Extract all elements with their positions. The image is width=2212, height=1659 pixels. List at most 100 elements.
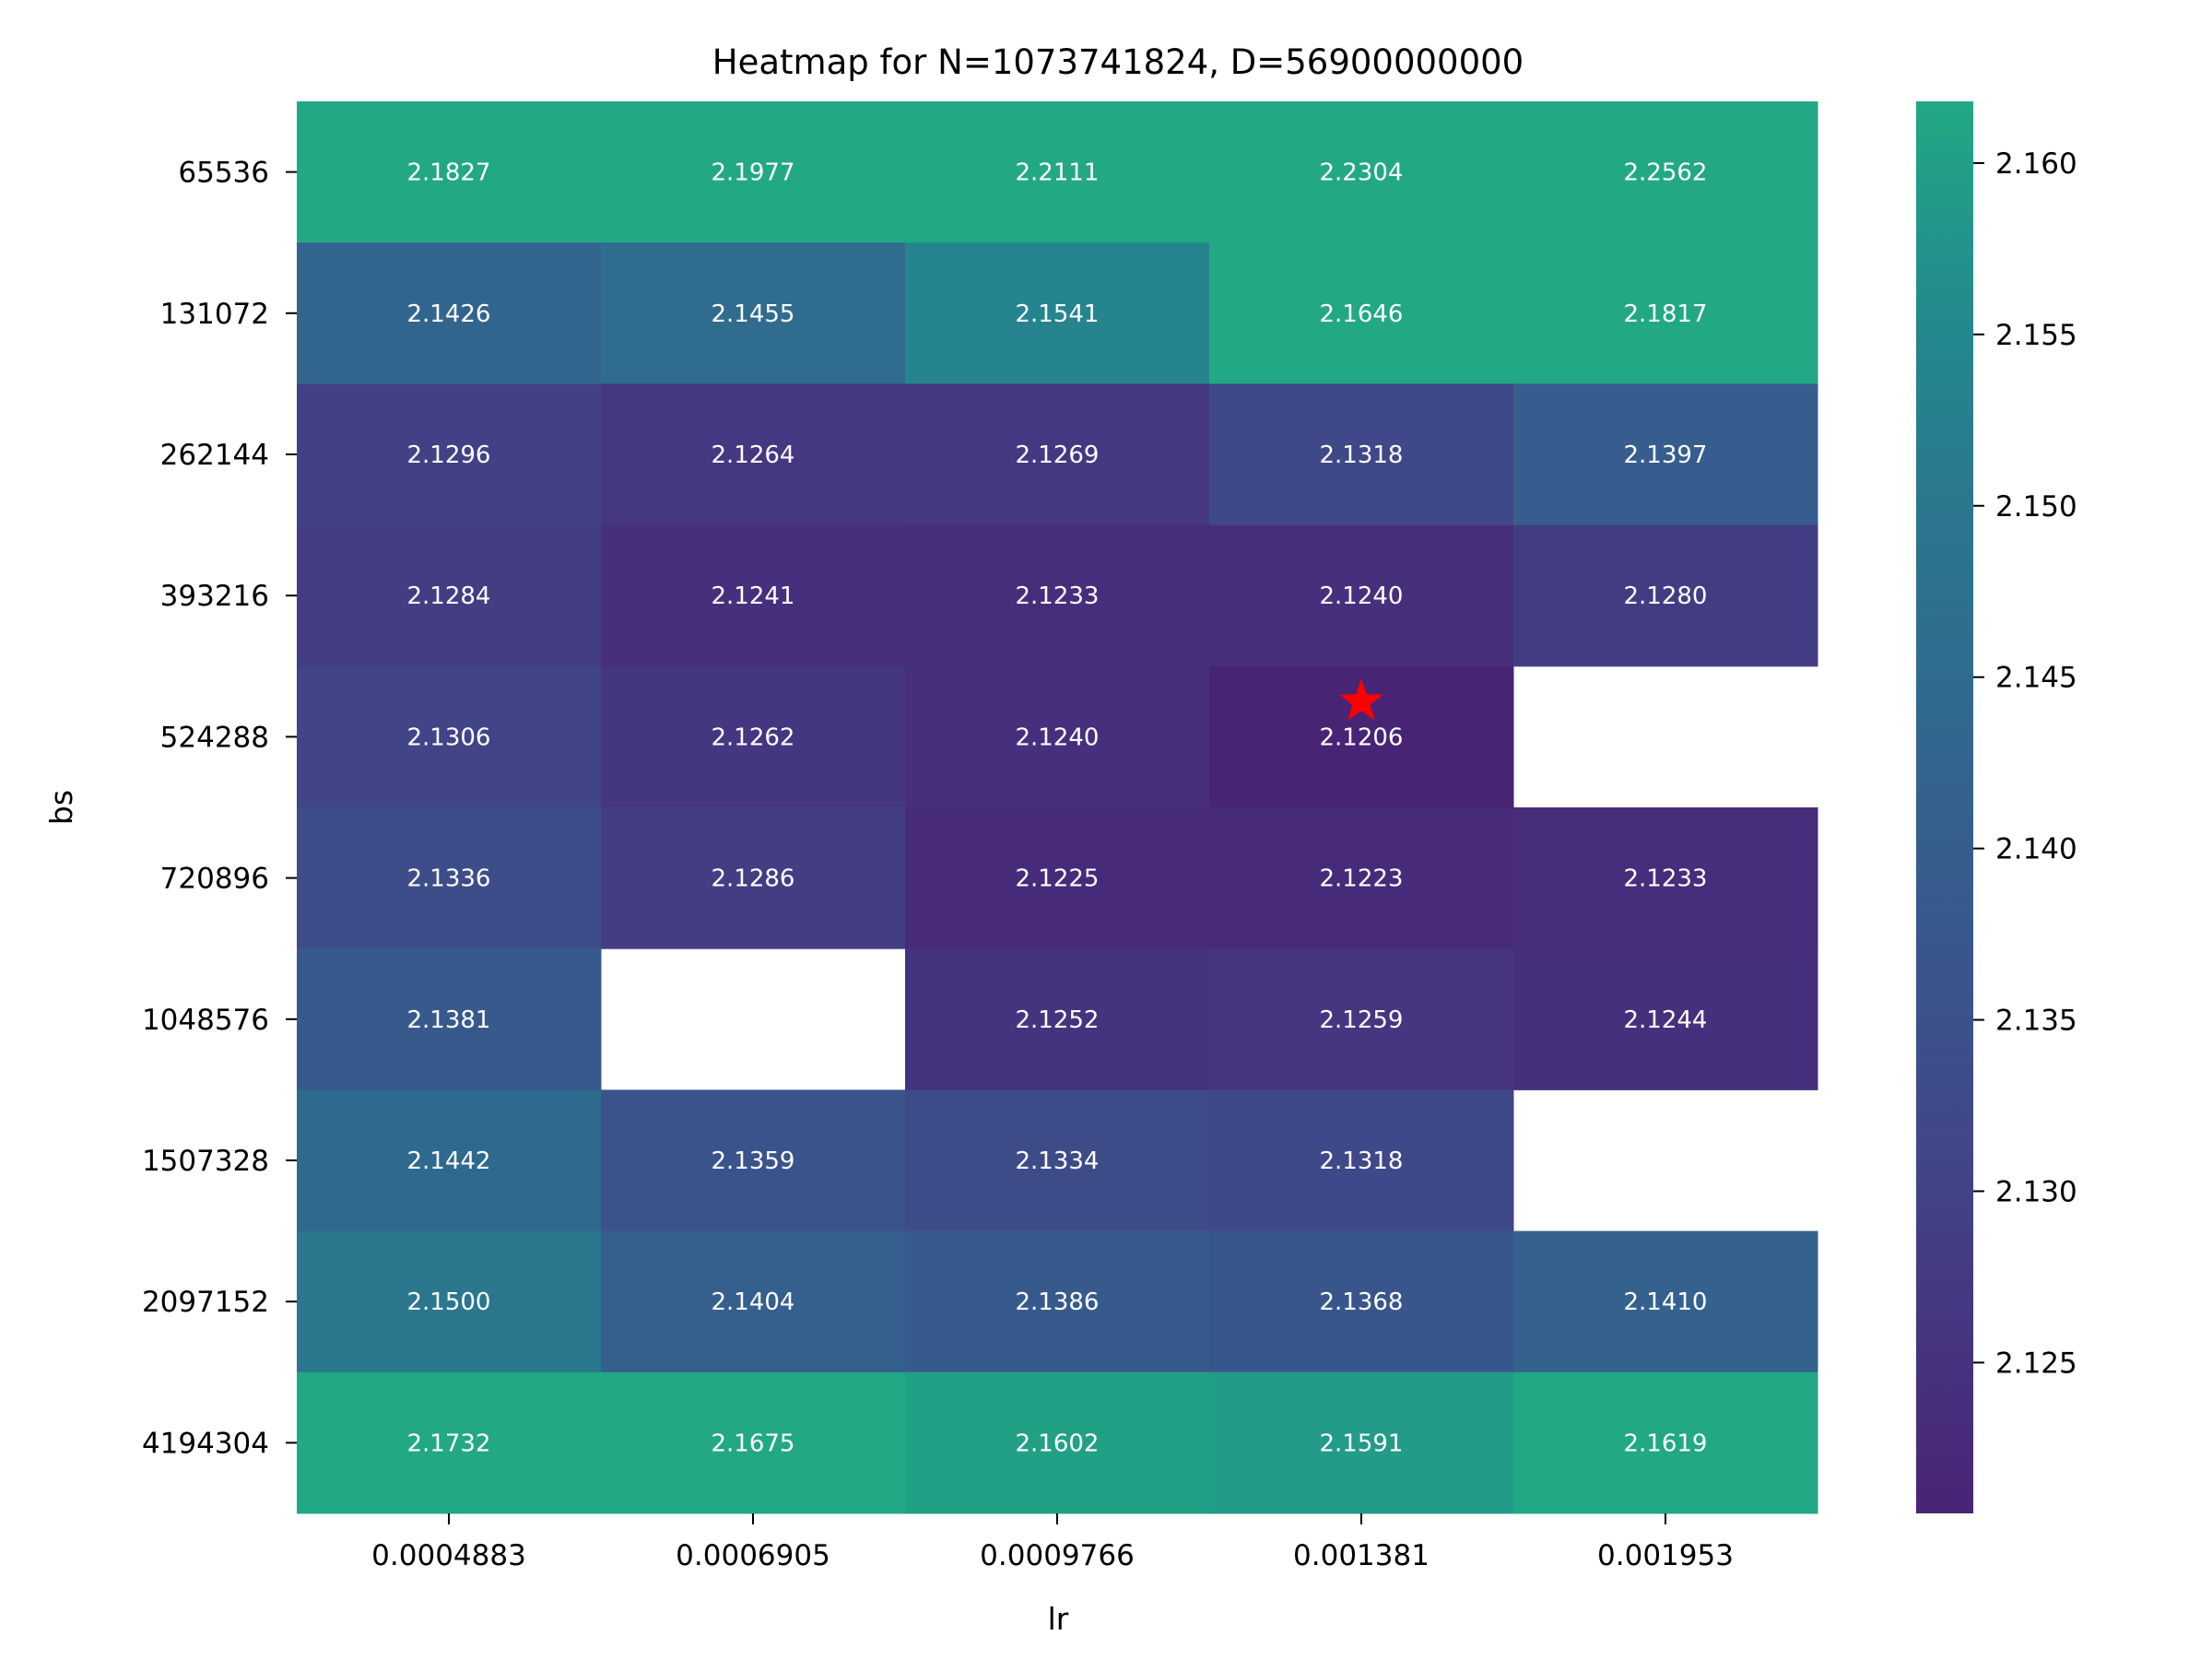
colorbar-gradient: [1916, 101, 1973, 1513]
cell-value-label: 2.1397: [1624, 441, 1708, 469]
cell-value-label: 2.1591: [1320, 1430, 1404, 1457]
cell-value-label: 2.1206: [1320, 724, 1404, 751]
heatmap-cell: [297, 1371, 602, 1514]
heatmap-cell: [905, 101, 1210, 243]
cell-value-label: 2.1225: [1016, 865, 1100, 893]
cell-value-label: 2.1404: [712, 1288, 795, 1316]
heatmap-cell: [905, 1371, 1210, 1514]
cell-value-label: 2.1306: [407, 724, 491, 751]
cell-value-label: 2.1269: [1016, 441, 1100, 469]
x-tick-label: 0.0006905: [676, 1539, 830, 1572]
y-tick-label: 2097152: [142, 1286, 269, 1319]
heatmap-cell: [1209, 242, 1514, 384]
heatmap-cell: [601, 665, 906, 808]
heatmap-cell: [905, 948, 1210, 1090]
heatmap-cell: [297, 1230, 602, 1373]
heatmap-cell: [1209, 948, 1514, 1090]
x-axis-ticks: 0.0004883 0.0006905 0.0009766 0.001381 0.001…: [371, 1513, 1734, 1572]
cell-value-label: 2.1284: [407, 582, 491, 610]
heatmap-cell: [905, 383, 1210, 526]
heatmap-cell: [601, 1230, 906, 1373]
heatmap-cell: [905, 524, 1210, 667]
cell-value-label: 2.1541: [1016, 300, 1100, 328]
heatmap-cell: [1209, 383, 1514, 526]
heatmap-cell: [297, 948, 602, 1090]
x-axis-label: lr: [1048, 1601, 1069, 1637]
cell-value-label: 2.1602: [1016, 1430, 1100, 1457]
colorbar-tick-label: 2.150: [1995, 490, 2077, 524]
y-tick-label: 524288: [160, 721, 269, 754]
y-tick-label: 393216: [160, 580, 269, 613]
y-tick-label: 1507328: [142, 1145, 269, 1178]
colorbar-tick-label: 2.160: [1995, 147, 2077, 181]
heatmap-cell: [297, 524, 602, 667]
cell-value-label: 2.1646: [1320, 300, 1404, 328]
cell-value-label: 2.1359: [712, 1147, 795, 1175]
colorbar-tick-label: 2.130: [1995, 1175, 2077, 1208]
star-marker: [1339, 678, 1383, 721]
cell-value-label: 2.1386: [1016, 1288, 1100, 1316]
cell-value-label: 2.2304: [1320, 159, 1404, 187]
heatmap-cells: [297, 101, 1818, 1514]
cell-value-label: 2.1262: [712, 724, 795, 751]
heatmap-cell: [905, 1089, 1210, 1232]
cell-value-label: 2.1280: [1624, 582, 1708, 610]
heatmap-cell: [1513, 807, 1818, 949]
y-tick-label: 262144: [160, 439, 269, 472]
cell-value-label: 2.1817: [1624, 300, 1708, 328]
heatmap-cell: [601, 1371, 906, 1514]
x-tick-label: 0.001381: [1293, 1539, 1430, 1572]
cell-value-label: 2.1318: [1320, 441, 1404, 469]
cell-value-label: 2.1732: [407, 1430, 491, 1457]
heatmap-cell: [905, 1230, 1210, 1373]
heatmap-cell: [1513, 948, 1818, 1090]
heatmap-cell: [297, 383, 602, 526]
heatmap-cell: [297, 1089, 602, 1232]
cell-value-label: 2.1252: [1016, 1006, 1100, 1034]
chart-title: Heatmap for N=1073741824, D=56900000000: [712, 42, 1524, 82]
heatmap-cell: [1513, 1230, 1818, 1373]
cell-value-label: 2.1619: [1624, 1430, 1708, 1457]
heatmap-cell: [1513, 1371, 1818, 1514]
heatmap-cell: [297, 665, 602, 808]
colorbar-tick-label: 2.135: [1995, 1005, 2077, 1038]
cell-value-label: 2.1500: [407, 1288, 491, 1316]
heatmap-cell: [601, 1089, 906, 1232]
x-tick-label: 0.001953: [1597, 1539, 1734, 1572]
cell-value-label: 2.1233: [1016, 582, 1100, 610]
heatmap-cell: [601, 383, 906, 526]
x-tick-label: 0.0004883: [371, 1539, 526, 1572]
colorbar-tick-label: 2.125: [1995, 1347, 2077, 1380]
colorbar: 2.125 2.130 2.135 2.140 2.145 2.150 2.155 2.160: [1916, 101, 2077, 1513]
y-tick-label: 65536: [178, 157, 269, 190]
heatmap-cell: [1513, 524, 1818, 667]
cell-value-label: 2.1410: [1624, 1288, 1708, 1316]
cell-value-label: 2.1296: [407, 441, 491, 469]
heatmap-cell: [1209, 101, 1514, 243]
heatmap-cell: [297, 242, 602, 384]
heatmap-cell: [1513, 383, 1818, 526]
cell-value-label: 2.1244: [1624, 1006, 1708, 1034]
cell-value-label: 2.1286: [712, 865, 795, 893]
cell-value-label: 2.1368: [1320, 1288, 1404, 1316]
cell-value-label: 2.2562: [1624, 159, 1708, 187]
colorbar-tick-label: 2.155: [1995, 319, 2077, 352]
cell-value-label: 2.1223: [1320, 865, 1404, 893]
y-axis-ticks: 65536 131072 262144 393216 524288 720896 10485…: [142, 157, 297, 1460]
heatmap-cell: [601, 101, 906, 243]
colorbar-ticks: 2.125 2.130 2.135 2.140 2.145 2.150 2.155 2.160: [1973, 147, 2077, 1380]
heatmap-cell: [905, 665, 1210, 808]
cell-value-label: 2.1381: [407, 1006, 491, 1034]
cell-value-label: 2.1827: [407, 159, 491, 187]
heatmap-cell: [297, 101, 602, 243]
cell-value-label: 2.2111: [1016, 159, 1100, 187]
colorbar-tick-label: 2.145: [1995, 662, 2077, 695]
heatmap-cell-labels: 2.1827 2.1977 2.2111 2.2304 2.2562 2.1426 2.14…: [407, 159, 1708, 1458]
cell-value-label: 2.1977: [712, 159, 795, 187]
heatmap-cell: [601, 524, 906, 667]
y-axis-label: bs: [43, 790, 79, 825]
heatmap-cell: [1209, 1371, 1514, 1514]
heatmap-cell: [905, 807, 1210, 949]
cell-value-label: 2.1264: [712, 441, 795, 469]
cell-value-label: 2.1240: [1320, 582, 1404, 610]
